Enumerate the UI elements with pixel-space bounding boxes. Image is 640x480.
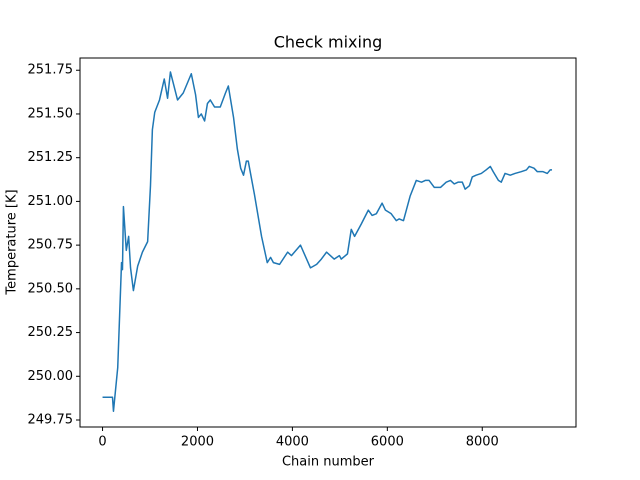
y-tick-label: 250.00 bbox=[28, 369, 74, 384]
plot-frame bbox=[79, 57, 577, 428]
y-tick-label: 251.50 bbox=[28, 106, 74, 121]
chart-title: Check mixing bbox=[274, 33, 383, 52]
x-tick-label: 4000 bbox=[276, 435, 309, 450]
y-tick-label: 250.75 bbox=[28, 238, 74, 253]
x-tick-label: 2000 bbox=[181, 435, 214, 450]
y-tick-label: 249.75 bbox=[28, 413, 74, 428]
y-tick-label: 250.50 bbox=[28, 281, 74, 296]
x-tick-label: 8000 bbox=[466, 435, 499, 450]
y-tick-label: 251.75 bbox=[28, 63, 74, 78]
x-tick-label: 0 bbox=[98, 435, 106, 450]
y-tick-label: 251.00 bbox=[28, 194, 74, 209]
x-axis-label: Chain number bbox=[282, 455, 375, 470]
y-axis-label: Temperature [K] bbox=[5, 189, 20, 295]
data-line bbox=[102, 71, 553, 413]
x-tick-label: 6000 bbox=[371, 435, 404, 450]
y-tick-label: 251.25 bbox=[28, 150, 74, 165]
y-tick-label: 250.25 bbox=[28, 325, 74, 340]
